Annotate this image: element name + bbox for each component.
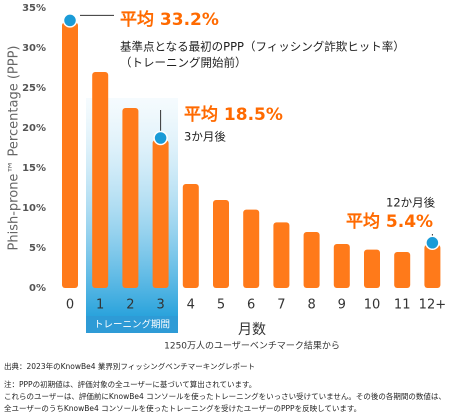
bar — [243, 209, 260, 288]
marker-dot — [153, 130, 168, 146]
y-tick-label: 30% — [22, 43, 46, 54]
bar — [122, 108, 139, 288]
x-tick-label: 3 — [156, 298, 164, 313]
bar — [333, 244, 350, 288]
bar — [273, 222, 290, 288]
annotation: （トレーニング開始前） — [120, 56, 247, 70]
x-tick-label: 6 — [247, 298, 255, 313]
y-tick-label: 5% — [29, 243, 46, 254]
x-tick-label: 4 — [187, 298, 195, 313]
x-tick-label: 7 — [277, 298, 285, 313]
value-label: 平均 18.5% — [184, 104, 283, 125]
note: 全ユーザーのうちKnowBe4 コンソールを使ったトレーニングを受けたユーザーの… — [4, 403, 361, 413]
x-tick-label: 12+ — [419, 298, 446, 313]
bar — [303, 232, 320, 288]
annotation: 12か月後 — [386, 196, 436, 210]
y-tick-label: 10% — [22, 203, 46, 214]
y-tick-label: 20% — [22, 123, 46, 134]
bar — [213, 200, 229, 288]
bar — [92, 72, 109, 288]
bar — [394, 252, 411, 288]
x-axis-sublabel: 1250万人のユーザーベンチマーク結果から — [164, 340, 340, 352]
x-tick-label: 0 — [66, 298, 74, 313]
x-tick-label: 11 — [394, 298, 411, 313]
note: 注：PPPの初期値は、評価対象の全ユーザーに基づいて算出されています。 — [4, 379, 256, 389]
annotation: 3か月後 — [184, 130, 226, 144]
x-axis-label: 月数 — [238, 322, 266, 338]
x-tick-label: 10 — [364, 298, 381, 313]
x-tick-label: 1 — [96, 298, 104, 313]
bar — [364, 249, 380, 288]
marker-dot — [62, 13, 78, 28]
y-tick-label: 35% — [22, 3, 46, 14]
y-tick-label: 25% — [22, 83, 46, 94]
bar — [62, 22, 78, 289]
training-period-box — [86, 316, 178, 333]
training-period-label: トレーニング期間 — [94, 319, 170, 331]
x-tick-label: 8 — [307, 298, 315, 313]
y-tick-label: 0% — [29, 283, 46, 294]
x-tick-label: 2 — [126, 298, 134, 313]
bar — [152, 140, 169, 288]
y-tick-label: 15% — [22, 163, 46, 174]
bar — [182, 184, 199, 288]
marker-dot — [425, 235, 440, 251]
y-axis-label: Phish-prone™ Percentage (PPP) — [7, 46, 22, 251]
value-label: 平均 33.2% — [120, 9, 219, 30]
value-label: 平均 5.4% — [346, 211, 433, 232]
x-tick-label: 9 — [338, 298, 346, 313]
x-tick-label: 5 — [217, 298, 225, 313]
bar — [424, 244, 441, 288]
source-note: 出典：2023年のKnowBe4 業界別フィッシングベンチマーキングレポート — [4, 361, 255, 371]
note: これらのユーザーは、評価前にKnowBe4 コンソールを使ったトレーニングをいっ… — [4, 391, 446, 401]
annotation: 基準点となる最初のPPP（フィッシング詐欺ヒット率） — [120, 40, 405, 54]
